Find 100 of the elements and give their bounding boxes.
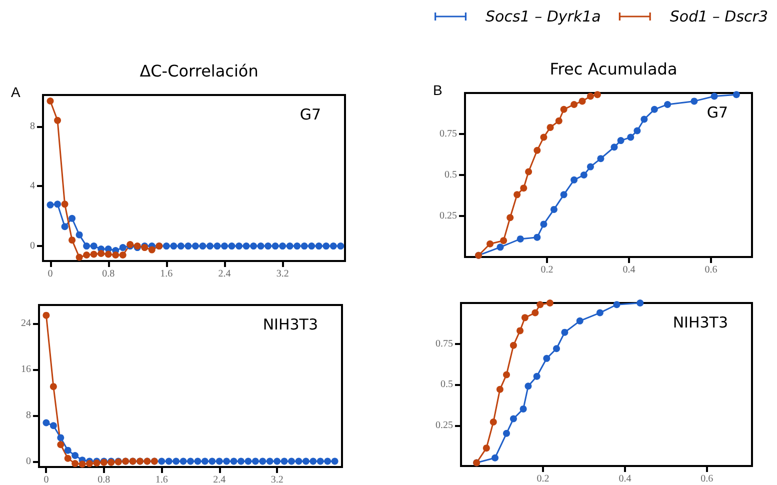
point	[331, 458, 338, 465]
point	[170, 242, 178, 250]
x-tick-label: 1.6	[155, 474, 168, 485]
point	[228, 242, 236, 250]
point	[61, 200, 68, 208]
chart-title: ΔC-Correlación	[140, 62, 258, 80]
x-tick-label: 0	[44, 474, 49, 485]
point	[83, 242, 90, 250]
x-tick-label: 3.2	[270, 474, 284, 485]
point	[72, 452, 79, 460]
point	[534, 146, 541, 154]
y-tick-label: 8	[30, 120, 35, 132]
point	[710, 92, 718, 100]
point	[54, 200, 62, 208]
point	[46, 201, 54, 208]
point	[187, 458, 194, 465]
x-tick-label: 0.2	[540, 264, 554, 276]
x-tick-label: 3.2	[276, 268, 289, 280]
point	[521, 314, 528, 322]
point	[252, 458, 259, 465]
point	[550, 206, 558, 213]
point	[98, 250, 105, 258]
point	[597, 155, 604, 162]
text: NIH3T3	[262, 316, 318, 334]
point	[180, 458, 187, 465]
x-tick-label: 0.2	[536, 474, 550, 484]
point	[486, 240, 494, 248]
text: G7	[706, 104, 728, 122]
y-tick-label: 0.5	[444, 170, 457, 180]
point	[61, 223, 68, 230]
point	[586, 92, 594, 100]
x-tick-label: 0.6	[704, 264, 718, 276]
point	[492, 454, 499, 462]
point	[199, 242, 206, 250]
point	[610, 144, 618, 151]
point	[594, 91, 601, 98]
point	[613, 301, 620, 308]
point	[650, 106, 658, 113]
x-tick-label: 2.4	[213, 474, 226, 485]
point	[534, 234, 541, 241]
point	[510, 415, 517, 422]
point	[324, 458, 332, 465]
point	[533, 372, 540, 380]
point	[42, 312, 50, 319]
point	[500, 237, 508, 244]
text: NIH3T3	[672, 314, 728, 332]
point	[68, 214, 76, 222]
point	[540, 134, 548, 141]
point	[90, 242, 98, 250]
point	[165, 458, 172, 465]
point	[570, 176, 578, 184]
point	[322, 242, 330, 250]
point	[259, 458, 266, 465]
point	[50, 422, 57, 430]
point	[555, 117, 562, 124]
point	[194, 458, 202, 465]
text: B	[433, 82, 442, 98]
point	[536, 301, 544, 308]
point	[214, 242, 221, 250]
x-tick-label: 1.6	[160, 268, 173, 280]
point	[274, 458, 281, 465]
point	[221, 242, 228, 250]
point	[76, 254, 83, 261]
point	[561, 328, 568, 336]
x-tick-label: 0.4	[622, 264, 636, 276]
y-tick-label: 0	[26, 456, 31, 467]
point	[308, 242, 316, 250]
point	[506, 214, 514, 222]
point	[57, 441, 64, 448]
point	[86, 460, 93, 468]
point	[272, 242, 279, 250]
x-tick-label: 0.8	[102, 268, 115, 280]
point	[206, 242, 214, 250]
y-tick-label: 0.75	[440, 128, 457, 140]
point	[330, 242, 337, 250]
point	[546, 300, 554, 306]
point	[496, 244, 504, 251]
point	[337, 242, 344, 250]
point	[516, 327, 524, 334]
point	[553, 345, 560, 352]
point	[576, 317, 584, 324]
point	[162, 242, 170, 250]
point	[294, 242, 301, 250]
point	[532, 309, 539, 316]
point	[580, 172, 588, 178]
point	[76, 231, 83, 238]
point	[158, 458, 166, 465]
point	[257, 242, 264, 250]
point	[230, 458, 238, 465]
x-tick-label: 2.4	[218, 268, 231, 280]
text: A	[11, 84, 21, 100]
point	[543, 354, 550, 362]
chart-title: Frec Acumulada	[550, 60, 678, 78]
point	[54, 116, 62, 124]
point	[520, 184, 528, 192]
point	[295, 458, 302, 465]
point	[690, 98, 698, 105]
point	[50, 383, 57, 390]
point	[64, 454, 72, 462]
point	[216, 458, 223, 465]
